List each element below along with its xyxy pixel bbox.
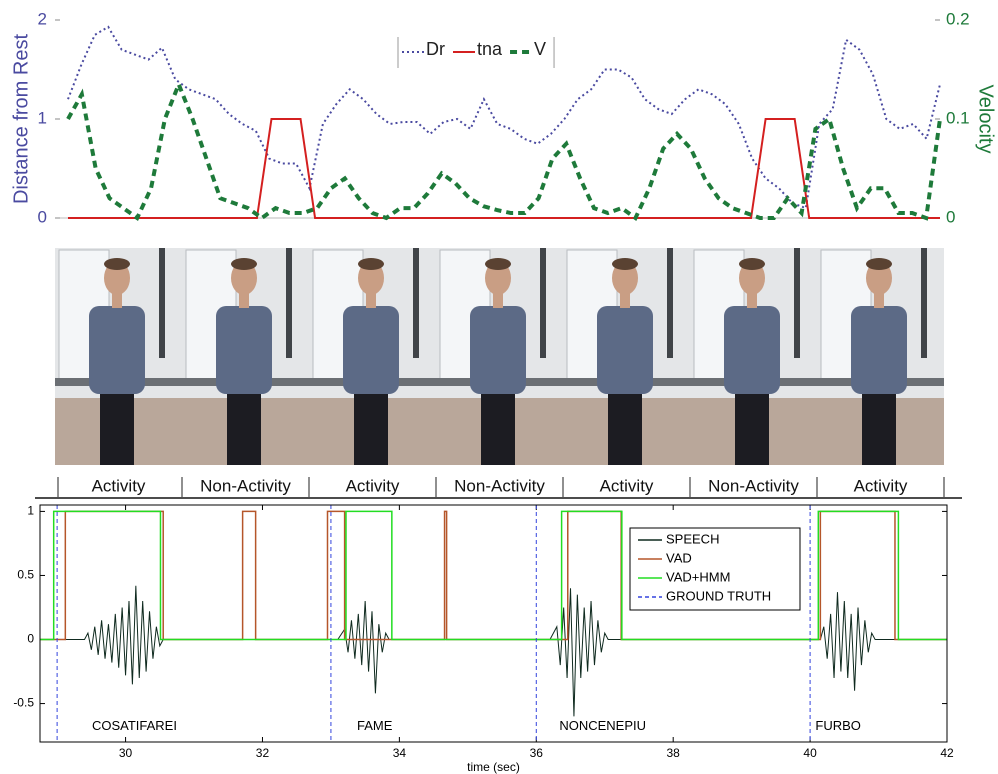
legend-label: tna <box>477 39 503 59</box>
y-tick-label: 0 <box>38 207 47 226</box>
legend-label: SPEECH <box>666 531 719 546</box>
person-shirt <box>597 306 653 394</box>
activity-label: Activity <box>854 476 908 495</box>
video-frame <box>563 248 690 465</box>
person-shirt <box>343 306 399 394</box>
activity-label: Activity <box>600 476 654 495</box>
person-head <box>612 261 638 295</box>
activity-label: Activity <box>346 476 400 495</box>
legend-label: VAD+HMM <box>666 569 730 584</box>
y-tick-label: 0 <box>27 632 34 646</box>
video-frame <box>436 248 563 465</box>
person-hair <box>612 258 638 270</box>
person-neck <box>366 292 376 308</box>
activity-label: Activity <box>92 476 146 495</box>
activity-label: Non-Activity <box>454 476 545 495</box>
y-tick-label: 0.5 <box>17 568 34 582</box>
frame-post <box>921 248 927 358</box>
person-legs <box>481 388 515 465</box>
x-tick-label: 36 <box>530 746 544 760</box>
x-tick-label: 32 <box>256 746 270 760</box>
series-line <box>40 510 947 641</box>
person-neck <box>239 292 249 308</box>
legend-label: GROUND TRUTH <box>666 588 771 603</box>
y2-tick-label: 0.2 <box>946 9 970 28</box>
person-hair <box>358 258 384 270</box>
video-frame <box>309 248 436 465</box>
legend-label: V <box>534 39 546 59</box>
frame-post <box>413 248 419 358</box>
y-axis-label: Distance from Rest <box>10 34 32 204</box>
person-legs <box>862 388 896 465</box>
person-neck <box>874 292 884 308</box>
person-neck <box>112 292 122 308</box>
person-neck <box>493 292 503 308</box>
plot-frame <box>39 504 948 743</box>
activity-label: Non-Activity <box>200 476 291 495</box>
video-frame <box>182 248 309 465</box>
person-legs <box>100 388 134 465</box>
series-line <box>66 78 942 222</box>
person-hair <box>739 258 765 270</box>
person-hair <box>866 258 892 270</box>
person-legs <box>227 388 261 465</box>
series-line <box>40 510 947 641</box>
x-tick-label: 38 <box>667 746 681 760</box>
frame-post <box>286 248 292 358</box>
y2-tick-label: 0 <box>946 207 955 226</box>
person-shirt <box>470 306 526 394</box>
person-head <box>358 261 384 295</box>
video-frame <box>55 248 182 465</box>
person-shirt <box>851 306 907 394</box>
person-shirt <box>89 306 145 394</box>
y-tick-label: 1 <box>27 504 34 518</box>
video-frame <box>690 248 817 465</box>
series-line <box>67 25 941 210</box>
person-head <box>866 261 892 295</box>
frame-post <box>794 248 800 358</box>
y-tick-label: 2 <box>38 9 47 28</box>
person-head <box>104 261 130 295</box>
y2-tick-label: 0.1 <box>946 108 970 127</box>
person-hair <box>104 258 130 270</box>
person-legs <box>354 388 388 465</box>
person-shirt <box>216 306 272 394</box>
legend-label: Dr <box>426 39 445 59</box>
annotation: COSATIFAREI <box>92 718 177 733</box>
series-line <box>40 585 947 717</box>
frame-post <box>159 248 165 358</box>
series-line <box>68 118 940 219</box>
person-neck <box>620 292 630 308</box>
person-hair <box>485 258 511 270</box>
legend-label: VAD <box>666 550 692 565</box>
x-axis-label: time (sec) <box>467 760 520 774</box>
person-head <box>485 261 511 295</box>
person-hair <box>231 258 257 270</box>
person-legs <box>608 388 642 465</box>
legend-box <box>629 527 801 611</box>
x-tick-label: 40 <box>803 746 817 760</box>
x-tick-label: 34 <box>393 746 407 760</box>
person-neck <box>747 292 757 308</box>
person-legs <box>735 388 769 465</box>
person-shirt <box>724 306 780 394</box>
x-tick-label: 30 <box>119 746 133 760</box>
annotation: NONCENEPIU <box>559 718 646 733</box>
annotation: FAME <box>357 718 393 733</box>
frame-post <box>667 248 673 358</box>
x-tick-label: 42 <box>940 746 954 760</box>
y2-axis-label: Velocity <box>975 85 997 154</box>
frame-post <box>540 248 546 358</box>
activity-label: Non-Activity <box>708 476 799 495</box>
person-head <box>231 261 257 295</box>
video-frame <box>817 248 944 465</box>
y-tick-label: -0.5 <box>13 696 34 710</box>
y-tick-label: 1 <box>38 108 47 127</box>
person-head <box>739 261 765 295</box>
annotation: FURBO <box>815 718 861 733</box>
